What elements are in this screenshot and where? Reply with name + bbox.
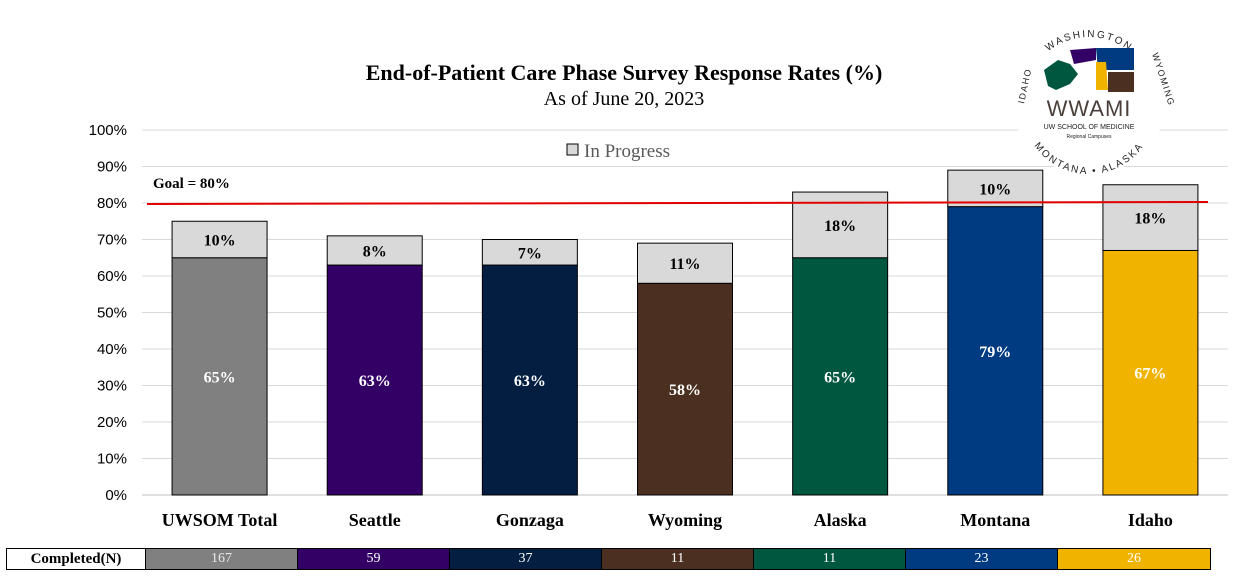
x-tick-label: Montana bbox=[960, 510, 1030, 530]
completed-cell: 23 bbox=[906, 549, 1058, 569]
bar-in-progress bbox=[171, 220, 268, 259]
in-progress-data-label: 18% bbox=[824, 218, 856, 235]
completed-data-label: 63% bbox=[514, 373, 546, 390]
logo-name: WWAMI bbox=[1047, 96, 1132, 121]
completed-data-label: 63% bbox=[359, 373, 391, 390]
in-progress-data-label: 7% bbox=[518, 245, 542, 262]
logo-line1: UW SCHOOL OF MEDICINE bbox=[1044, 124, 1135, 131]
y-tick-label: 60% bbox=[97, 268, 127, 285]
bar-completed bbox=[326, 264, 423, 496]
in-progress-data-label: 11% bbox=[669, 256, 700, 273]
bar-in-progress bbox=[481, 239, 578, 266]
x-tick-label: Seattle bbox=[349, 510, 401, 530]
completed-cell: 11 bbox=[602, 549, 754, 569]
bar-in-progress bbox=[1102, 184, 1199, 251]
goal-line bbox=[146, 201, 1209, 205]
legend: In Progress bbox=[566, 141, 670, 162]
x-tick-label: Alaska bbox=[814, 510, 867, 530]
legend-label: In Progress bbox=[584, 141, 670, 162]
completed-data-label: 65% bbox=[204, 369, 236, 386]
bar-completed bbox=[792, 257, 889, 496]
bar-in-progress bbox=[326, 235, 423, 266]
y-tick-label: 0% bbox=[105, 487, 127, 504]
bar-completed bbox=[481, 264, 578, 496]
x-tick-label: Gonzaga bbox=[496, 510, 564, 530]
x-tick-label: UWSOM Total bbox=[162, 510, 278, 530]
x-tick-label: Idaho bbox=[1128, 510, 1173, 530]
completed-data-label: 58% bbox=[669, 382, 701, 399]
completed-cell: 26 bbox=[1058, 549, 1210, 569]
completed-data-label: 65% bbox=[824, 369, 856, 386]
completed-cell: 167 bbox=[146, 549, 298, 569]
completed-cell: 59 bbox=[298, 549, 450, 569]
y-tick-label: 100% bbox=[89, 122, 127, 139]
chart-title: End-of-Patient Care Phase Survey Respons… bbox=[366, 60, 883, 85]
completed-cell: 11 bbox=[754, 549, 906, 569]
y-tick-label: 30% bbox=[97, 378, 127, 395]
completed-data-label: 79% bbox=[979, 344, 1011, 361]
y-tick-label: 80% bbox=[97, 195, 127, 212]
states-map-icon bbox=[1044, 48, 1134, 92]
bar-completed bbox=[637, 282, 733, 496]
y-tick-label: 70% bbox=[97, 232, 127, 249]
bar-in-progress bbox=[637, 242, 733, 284]
x-tick-label: Wyoming bbox=[648, 510, 722, 530]
in-progress-data-label: 10% bbox=[204, 233, 236, 250]
completed-header: Completed(N) bbox=[7, 549, 146, 569]
completed-table: Completed(N) 167 59 37 11 11 23 26 bbox=[6, 548, 1211, 570]
y-tick-label: 50% bbox=[97, 305, 127, 322]
y-tick-label: 90% bbox=[97, 159, 127, 176]
y-axis: 0% 10% 20% 30% 40% 50% 60% 70% 80% 90% 100% bbox=[89, 122, 127, 504]
bar-in-progress bbox=[947, 169, 1044, 208]
in-progress-data-label: 18% bbox=[1134, 211, 1166, 228]
response-rate-chart: End-of-Patient Care Phase Survey Respons… bbox=[89, 60, 1228, 530]
legend-swatch bbox=[566, 143, 579, 156]
completed-data-label: 67% bbox=[1134, 366, 1166, 383]
in-progress-data-label: 10% bbox=[979, 181, 1011, 198]
wwami-logo: WASHINGTON MONTANA • ALASKA IDAHO WYOMIN… bbox=[1011, 19, 1174, 177]
logo-line2: Regional Campuses bbox=[1066, 134, 1112, 140]
bar-completed bbox=[1102, 249, 1199, 496]
bar-completed bbox=[947, 206, 1044, 496]
chart-subtitle: As of June 20, 2023 bbox=[544, 88, 705, 110]
y-tick-label: 20% bbox=[97, 414, 127, 431]
y-tick-label: 10% bbox=[97, 451, 127, 468]
goal-label: Goal = 80% bbox=[153, 176, 230, 192]
y-tick-label: 40% bbox=[97, 341, 127, 358]
completed-cell: 37 bbox=[450, 549, 602, 569]
in-progress-data-label: 8% bbox=[363, 243, 387, 260]
bars: 65% 10% 63% 8% 63% 7% 58% 11% 65% 18% 79% 10% 67% 18% bbox=[171, 169, 1199, 496]
x-axis: UWSOM Total Seattle Gonzaga Wyoming Alaska Mo… bbox=[162, 510, 1173, 530]
